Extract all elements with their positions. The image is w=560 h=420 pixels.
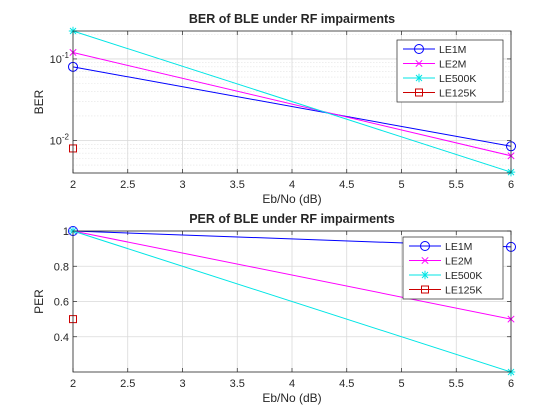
series-group: [68, 26, 516, 177]
legend-item-le1m: LE1M: [409, 241, 472, 253]
series-line: [72, 51, 512, 157]
x-tick-label: 5: [398, 179, 404, 191]
x-tick-label: 4: [289, 179, 295, 191]
legend-item-le125k: LE125K: [403, 88, 476, 100]
x-tick-label: 2: [70, 179, 76, 191]
legend-marker-x: [421, 256, 429, 265]
legend-label: LE500K: [439, 73, 476, 85]
y-tick-exponent: -2: [62, 133, 70, 142]
legend: LE1M LE2M LE500K LE125K: [402, 236, 504, 300]
x-tick-label: 4.5: [339, 179, 354, 191]
chart-per: 2 2.5 3 3.5 4 4.5 5 5.5 6 0.4 0.6 0.8 1 PER of BLE un…: [32, 212, 516, 405]
legend-box: [402, 236, 504, 300]
series-line: [72, 230, 512, 373]
series-line: [72, 30, 512, 173]
x-tick-label: 5.5: [449, 179, 464, 191]
y-tick-label: 10-1: [50, 51, 70, 66]
y-tick-base: 10: [50, 54, 62, 66]
legend-marker-circle: [414, 44, 424, 54]
x-tick-label: 3.5: [230, 378, 245, 390]
y-axis-label: BER: [32, 89, 46, 114]
legend-item-le1m: LE1M: [403, 44, 466, 56]
y-tick-label: 0.6: [54, 297, 69, 309]
legend-marker-x: [415, 59, 423, 68]
legend-item-le500k: LE500K: [409, 270, 482, 282]
legend-label: LE2M: [445, 256, 472, 268]
x-tick-label: 5: [398, 378, 404, 390]
legend: LE1M LE2M LE500K LE125K: [396, 39, 504, 103]
axes-box: [72, 30, 512, 174]
series-line: [72, 66, 512, 147]
chart-title: BER of BLE under RF impairments: [189, 12, 395, 26]
legend-marker-square: [415, 88, 423, 97]
x-tick-label: 2.5: [120, 179, 135, 191]
x-axis-label: Eb/No (dB): [262, 391, 321, 405]
legend-marker-circle: [420, 241, 430, 251]
x-tick-label: 4.5: [339, 378, 354, 390]
x-tick-label: 3.5: [230, 179, 245, 191]
y-axis-label: PER: [32, 289, 46, 314]
x-tick-label: 2.5: [120, 378, 135, 390]
y-tick-label: 0.4: [54, 332, 69, 344]
x-tick-label: 6: [508, 179, 514, 191]
x-tick-label: 3: [179, 179, 185, 191]
legend-marker-asterisk: [414, 73, 424, 83]
x-axis-label: Eb/No (dB): [262, 192, 321, 206]
axes-box: [72, 230, 512, 373]
legend-label: LE1M: [445, 241, 472, 253]
x-tick-label: 2: [70, 378, 76, 390]
legend-item-le500k: LE500K: [403, 73, 476, 85]
y-tick-label: 0.8: [54, 261, 69, 273]
y-tick-exponent: -1: [62, 51, 70, 60]
legend-marker-asterisk: [420, 270, 430, 280]
legend-label: LE1M: [439, 44, 466, 56]
series-line: [72, 230, 512, 320]
y-tick-base: 10: [50, 136, 62, 148]
legend-label: LE2M: [439, 59, 466, 71]
legend-label: LE500K: [445, 270, 482, 282]
x-tick-label: 6: [508, 378, 514, 390]
legend-item-le2m: LE2M: [403, 59, 466, 71]
x-tick-label: 4: [289, 378, 295, 390]
legend-label: LE125K: [439, 88, 476, 100]
x-tick-label: 3: [179, 378, 185, 390]
legend-item-le125k: LE125K: [409, 285, 482, 297]
chart-title: PER of BLE under RF impairments: [189, 212, 395, 226]
y-tick-label: 1: [63, 226, 69, 238]
x-tick-label: 5.5: [449, 378, 464, 390]
legend-marker-square: [421, 285, 429, 294]
legend-item-le2m: LE2M: [409, 256, 472, 268]
y-tick-label: 10-2: [50, 133, 70, 148]
legend-label: LE125K: [445, 285, 482, 297]
